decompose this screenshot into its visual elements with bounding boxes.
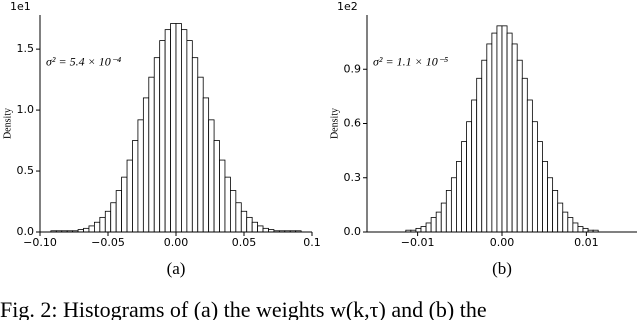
x-tick-label: −0.01: [401, 236, 435, 249]
bar: [224, 176, 231, 233]
x-tick-label: −0.05: [91, 236, 125, 249]
bar: [110, 202, 117, 233]
bar: [557, 202, 564, 233]
bar: [235, 202, 242, 233]
bar: [251, 221, 259, 233]
bar: [440, 202, 447, 233]
bar: [104, 210, 112, 233]
bar: [476, 77, 483, 233]
bar: [191, 57, 199, 233]
y-axis-label: Density: [2, 108, 13, 139]
x-tick-label: 0.05: [232, 236, 257, 249]
bar: [456, 161, 462, 233]
x-tick-label: 0.01: [574, 236, 599, 249]
bar: [219, 159, 226, 233]
bar: [262, 227, 269, 233]
subcaption: (b): [492, 259, 512, 278]
bar: [572, 222, 579, 233]
y-tick-label: 0.0: [17, 225, 35, 238]
bar: [142, 97, 150, 233]
bar: [186, 40, 193, 233]
bar: [420, 226, 427, 233]
annotation: σ² = 5.4 × 10⁻⁴: [46, 54, 121, 68]
bar: [526, 99, 533, 233]
bar: [175, 23, 182, 233]
bar: [132, 140, 139, 233]
bar: [562, 211, 569, 233]
y-tick-label: 0.3: [344, 171, 362, 184]
bar: [213, 140, 220, 233]
bar: [115, 190, 123, 233]
bar: [547, 177, 554, 233]
bar: [425, 222, 432, 233]
bar: [121, 176, 128, 233]
x-tick-label: 0.00: [164, 236, 189, 249]
bar: [137, 119, 144, 233]
bar: [471, 99, 478, 233]
y-tick-label: 0.5: [17, 164, 35, 177]
x-tick-label: 0.1: [303, 236, 321, 249]
bar: [246, 216, 253, 233]
bar: [450, 177, 457, 233]
bar: [582, 227, 589, 233]
bar: [506, 32, 513, 233]
annotation: σ² = 1.1 × 10⁻⁵: [373, 54, 448, 68]
bar: [126, 159, 133, 233]
bar: [197, 76, 204, 233]
bar: [164, 29, 171, 233]
bar: [552, 190, 559, 233]
bar: [83, 227, 90, 233]
bar: [202, 97, 210, 233]
bar: [153, 57, 161, 233]
bar: [229, 190, 237, 233]
bar: [461, 141, 467, 233]
y-tick-label: 1.5: [17, 42, 35, 55]
bar: [486, 43, 493, 233]
bar: [542, 161, 548, 233]
y-tick-label: 0.9: [344, 62, 362, 75]
y-axis-label: Density: [329, 108, 340, 139]
bar: [148, 76, 155, 233]
offset-text: 1e2: [337, 0, 358, 13]
bar: [99, 216, 106, 233]
bar: [257, 225, 264, 233]
bar: [511, 43, 518, 233]
bar: [181, 29, 188, 233]
bar: [88, 225, 95, 233]
bar: [496, 25, 503, 233]
bar: [501, 25, 508, 233]
y-tick-label: 0.0: [344, 225, 362, 238]
bar: [170, 23, 177, 233]
bar: [466, 121, 473, 233]
bar: [435, 211, 442, 233]
bar: [481, 59, 488, 233]
caption: Fig. 2: Histograms of (a) the weights w(…: [0, 297, 487, 320]
bar: [521, 77, 528, 233]
bar: [567, 217, 574, 233]
y-tick-label: 0.6: [344, 117, 362, 130]
subcaption: (a): [167, 259, 186, 278]
bar: [208, 119, 215, 233]
y-tick-label: 1.0: [17, 103, 35, 116]
offset-text: 1e1: [10, 0, 31, 13]
bar: [531, 121, 538, 233]
bar: [94, 221, 101, 233]
bar: [491, 32, 498, 233]
bar: [577, 226, 584, 233]
bar: [516, 59, 523, 233]
x-tick-label: 0.00: [490, 236, 515, 249]
bar: [415, 227, 422, 233]
x-tick-label: −0.10: [23, 236, 57, 249]
bar: [159, 40, 166, 233]
bar: [430, 217, 437, 233]
bar: [445, 190, 452, 233]
bar: [537, 141, 543, 233]
bar: [240, 210, 248, 233]
